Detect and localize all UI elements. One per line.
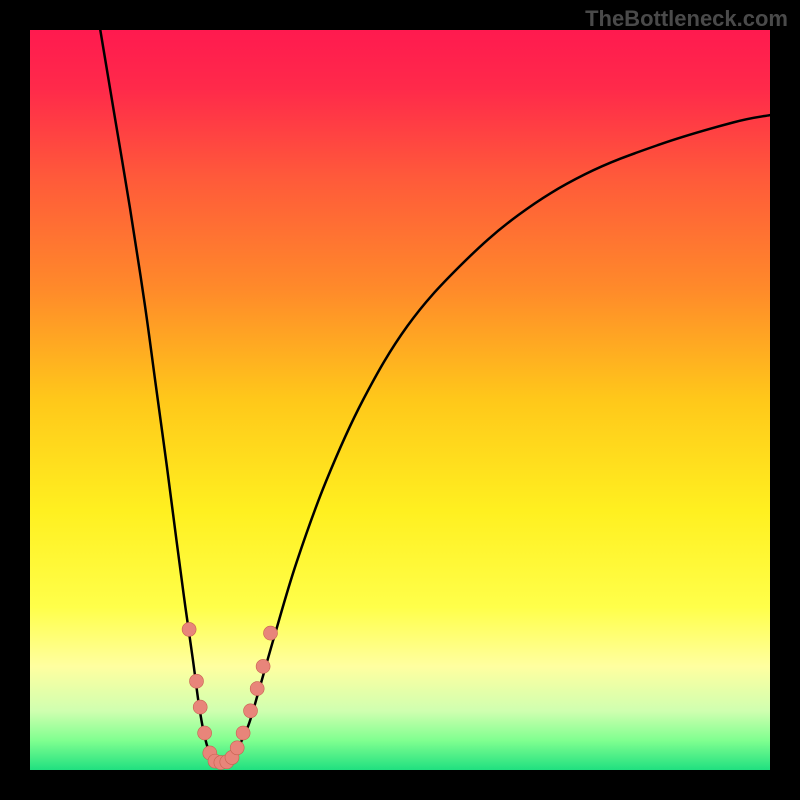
marker-point <box>250 682 264 696</box>
plot-area <box>30 30 770 770</box>
watermark-text: TheBottleneck.com <box>585 6 788 32</box>
curve-layer <box>30 30 770 770</box>
marker-point <box>193 700 207 714</box>
marker-point <box>190 674 204 688</box>
marker-point <box>244 704 258 718</box>
bottleneck-curve <box>100 30 770 763</box>
marker-point <box>198 726 212 740</box>
marker-point <box>236 726 250 740</box>
marker-point <box>264 626 278 640</box>
marker-point <box>182 622 196 636</box>
marker-point <box>230 741 244 755</box>
marker-point <box>256 659 270 673</box>
